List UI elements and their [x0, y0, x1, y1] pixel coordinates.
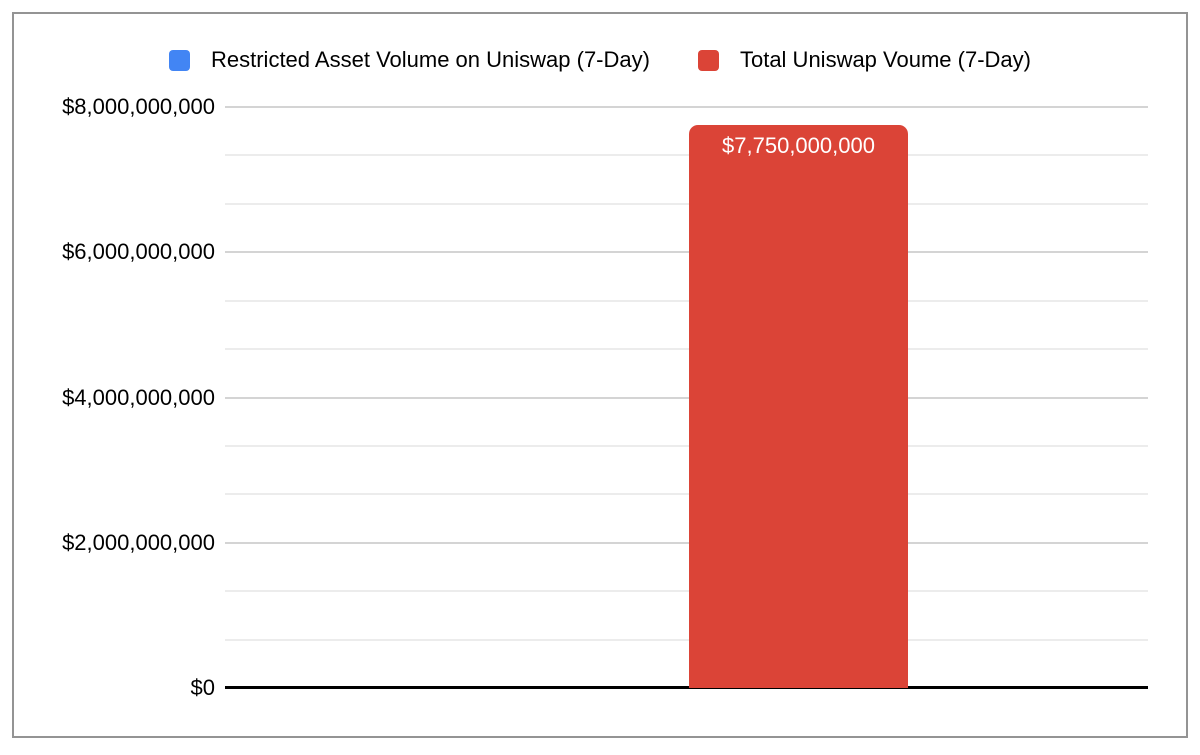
legend-item-restricted-asset-volume[interactable]: Restricted Asset Volume on Uniswap (7-Da…: [169, 47, 650, 73]
legend-label-restricted-asset-volume: Restricted Asset Volume on Uniswap (7-Da…: [211, 47, 650, 72]
gridline-major: [225, 396, 1148, 399]
gridline-minor: [225, 444, 1148, 447]
gridline-minor: [225, 154, 1148, 157]
gridline-major: [225, 106, 1148, 108]
bar-data-label: $7,750,000,000: [722, 133, 875, 159]
y-axis-tick-label: $8,000,000,000: [62, 94, 215, 119]
gridline-major: [225, 541, 1148, 544]
legend-label-total-uniswap-volume: Total Uniswap Voume (7-Day): [739, 47, 1031, 72]
legend-swatch-red: [697, 49, 719, 71]
gridline-minor: [225, 202, 1148, 205]
chart-legend: Restricted Asset Volume on Uniswap (7-Da…: [0, 46, 1200, 74]
y-axis-tick-label: $2,000,000,000: [62, 529, 215, 555]
gridline-minor: [225, 590, 1148, 593]
gridline-minor: [225, 493, 1148, 496]
gridline-minor: [225, 348, 1148, 351]
gridline-minor: [225, 299, 1148, 302]
bar-total-uniswap-volume[interactable]: $7,750,000,000: [689, 125, 908, 688]
y-axis-tick-label: $6,000,000,000: [62, 239, 215, 265]
legend-swatch-blue: [169, 49, 190, 71]
gridline-major: [225, 251, 1148, 254]
legend-item-total-uniswap-volume[interactable]: Total Uniswap Voume (7-Day): [697, 47, 1031, 73]
y-axis-tick-label: $0: [190, 675, 215, 700]
y-axis-tick-label: $4,000,000,000: [62, 384, 215, 410]
x-axis-line: [225, 686, 1148, 689]
chart-frame[interactable]: [12, 12, 1188, 738]
gridline-minor: [225, 638, 1148, 641]
